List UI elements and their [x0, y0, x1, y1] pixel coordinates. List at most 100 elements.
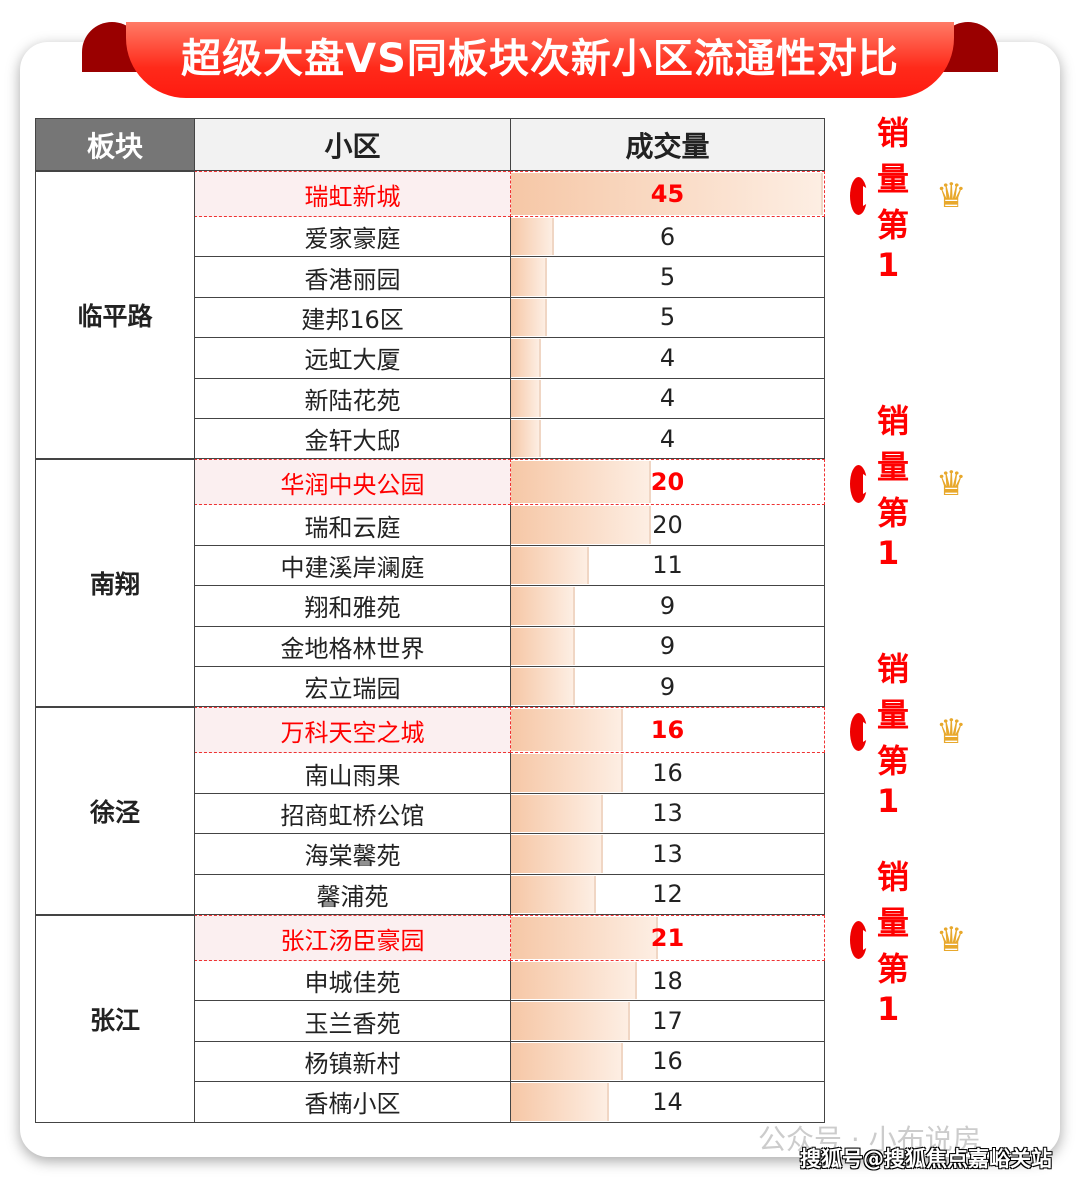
volume-bar	[511, 962, 637, 1000]
volume-cell: 4	[510, 378, 825, 419]
volume-value: 4	[659, 424, 676, 453]
community-name: 翔和雅苑	[194, 586, 511, 627]
community-name: 香港丽园	[194, 257, 511, 298]
volume-cell: 13	[510, 834, 825, 875]
community-name: 申城佳苑	[194, 961, 511, 1002]
volume-bar	[511, 461, 651, 504]
play-icon	[850, 465, 880, 504]
volume-cell: 4	[510, 419, 825, 460]
volume-value: 6	[659, 222, 676, 251]
volume-bar	[511, 218, 555, 256]
volume-bar	[511, 546, 589, 585]
crown-icon: ♛	[936, 176, 967, 216]
volume-cell: 45	[510, 171, 825, 217]
volume-value: 18	[652, 966, 683, 995]
volume-value: 21	[650, 924, 685, 952]
top-seller-badge: 销量第1 ♛	[850, 402, 967, 572]
community-name: 爱家豪庭	[194, 217, 511, 258]
volume-bar	[511, 668, 575, 706]
volume-cell: 20	[510, 459, 825, 506]
volume-cell: 5	[510, 297, 825, 339]
volume-cell: 17	[510, 1001, 825, 1042]
block-name: 张江	[35, 915, 195, 1123]
volume-bar	[511, 917, 658, 959]
community-name: 远虹大厦	[194, 338, 511, 379]
volume-value: 16	[650, 716, 685, 745]
community-name: 杨镇新村	[194, 1041, 511, 1083]
top-seller-badge: 销量第1 ♛	[850, 858, 967, 1028]
volume-value: 20	[652, 511, 683, 540]
volume-cell: 9	[510, 626, 825, 667]
community-name: 南山雨果	[194, 753, 511, 794]
community-name: 玉兰香苑	[194, 1001, 511, 1042]
community-name: 宏立瑞园	[194, 667, 511, 708]
volume-bar	[511, 1002, 631, 1040]
volume-bar	[511, 709, 624, 752]
volume-value: 13	[652, 799, 683, 828]
volume-value: 9	[659, 591, 676, 620]
volume-value: 16	[652, 1047, 683, 1076]
volume-value: 45	[650, 180, 685, 208]
volume-cell: 18	[510, 961, 825, 1002]
top-seller-label: 销量第1	[877, 114, 910, 284]
volume-value: 13	[652, 839, 683, 868]
community-name: 瑞和云庭	[194, 505, 511, 546]
block-name: 临平路	[35, 171, 195, 460]
header-block: 板块	[35, 118, 195, 171]
top-seller-label: 销量第1	[877, 650, 910, 821]
top-seller-label: 销量第1	[877, 858, 910, 1028]
play-icon	[850, 713, 880, 752]
top-seller-label: 销量第1	[877, 402, 910, 573]
volume-cell: 6	[510, 217, 825, 258]
community-name: 瑞虹新城	[194, 171, 511, 217]
volume-bar	[511, 1042, 624, 1081]
volume-cell: 14	[510, 1082, 825, 1123]
volume-cell: 16	[510, 1041, 825, 1083]
community-name: 招商虹桥公馆	[194, 793, 511, 835]
community-name: 馨浦苑	[194, 874, 511, 915]
header-community: 小区	[194, 118, 511, 171]
volume-value: 4	[659, 343, 676, 372]
community-name: 金轩大邸	[194, 419, 511, 460]
volume-value: 16	[652, 759, 683, 788]
header-volume: 成交量	[510, 118, 825, 171]
page-title: 超级大盘VS同板块次新小区流通性对比	[126, 22, 954, 98]
volume-bar	[511, 298, 548, 337]
volume-value: 20	[650, 468, 685, 497]
volume-value: 9	[659, 672, 676, 701]
volume-value: 4	[659, 384, 676, 413]
block-name: 徐泾	[35, 707, 195, 915]
volume-cell: 11	[510, 545, 825, 587]
watermark-wechat: 公众号 · 小布说房	[758, 1123, 981, 1156]
volume-bar	[511, 506, 651, 544]
volume-bar	[511, 173, 823, 215]
crown-icon: ♛	[936, 920, 967, 960]
volume-bar	[511, 835, 603, 873]
volume-bar	[511, 258, 548, 296]
volume-bar	[511, 339, 541, 377]
volume-cell: 4	[510, 338, 825, 379]
volume-cell: 12	[510, 874, 825, 915]
community-name: 建邦16区	[194, 297, 511, 339]
volume-value: 5	[659, 303, 676, 332]
volume-cell: 16	[510, 753, 825, 794]
volume-cell: 9	[510, 667, 825, 708]
volume-bar	[511, 754, 624, 792]
watermark-sohu: 搜狐号@搜狐焦点嘉峪关站	[800, 1147, 1052, 1171]
volume-value: 11	[652, 551, 683, 580]
play-icon	[850, 921, 880, 959]
volume-cell: 13	[510, 793, 825, 835]
top-seller-badge: 销量第1 ♛	[850, 650, 967, 820]
community-name: 万科天空之城	[194, 707, 511, 754]
crown-icon: ♛	[936, 712, 967, 753]
volume-bar	[511, 420, 541, 458]
volume-bar	[511, 627, 575, 665]
community-name: 新陆花苑	[194, 378, 511, 419]
volume-bar	[511, 875, 596, 913]
volume-value: 5	[659, 263, 676, 292]
volume-cell: 20	[510, 505, 825, 546]
volume-bar	[511, 794, 603, 833]
volume-cell: 5	[510, 257, 825, 298]
top-seller-badge: 销量第1 ♛	[850, 114, 967, 284]
volume-value: 17	[652, 1007, 683, 1036]
